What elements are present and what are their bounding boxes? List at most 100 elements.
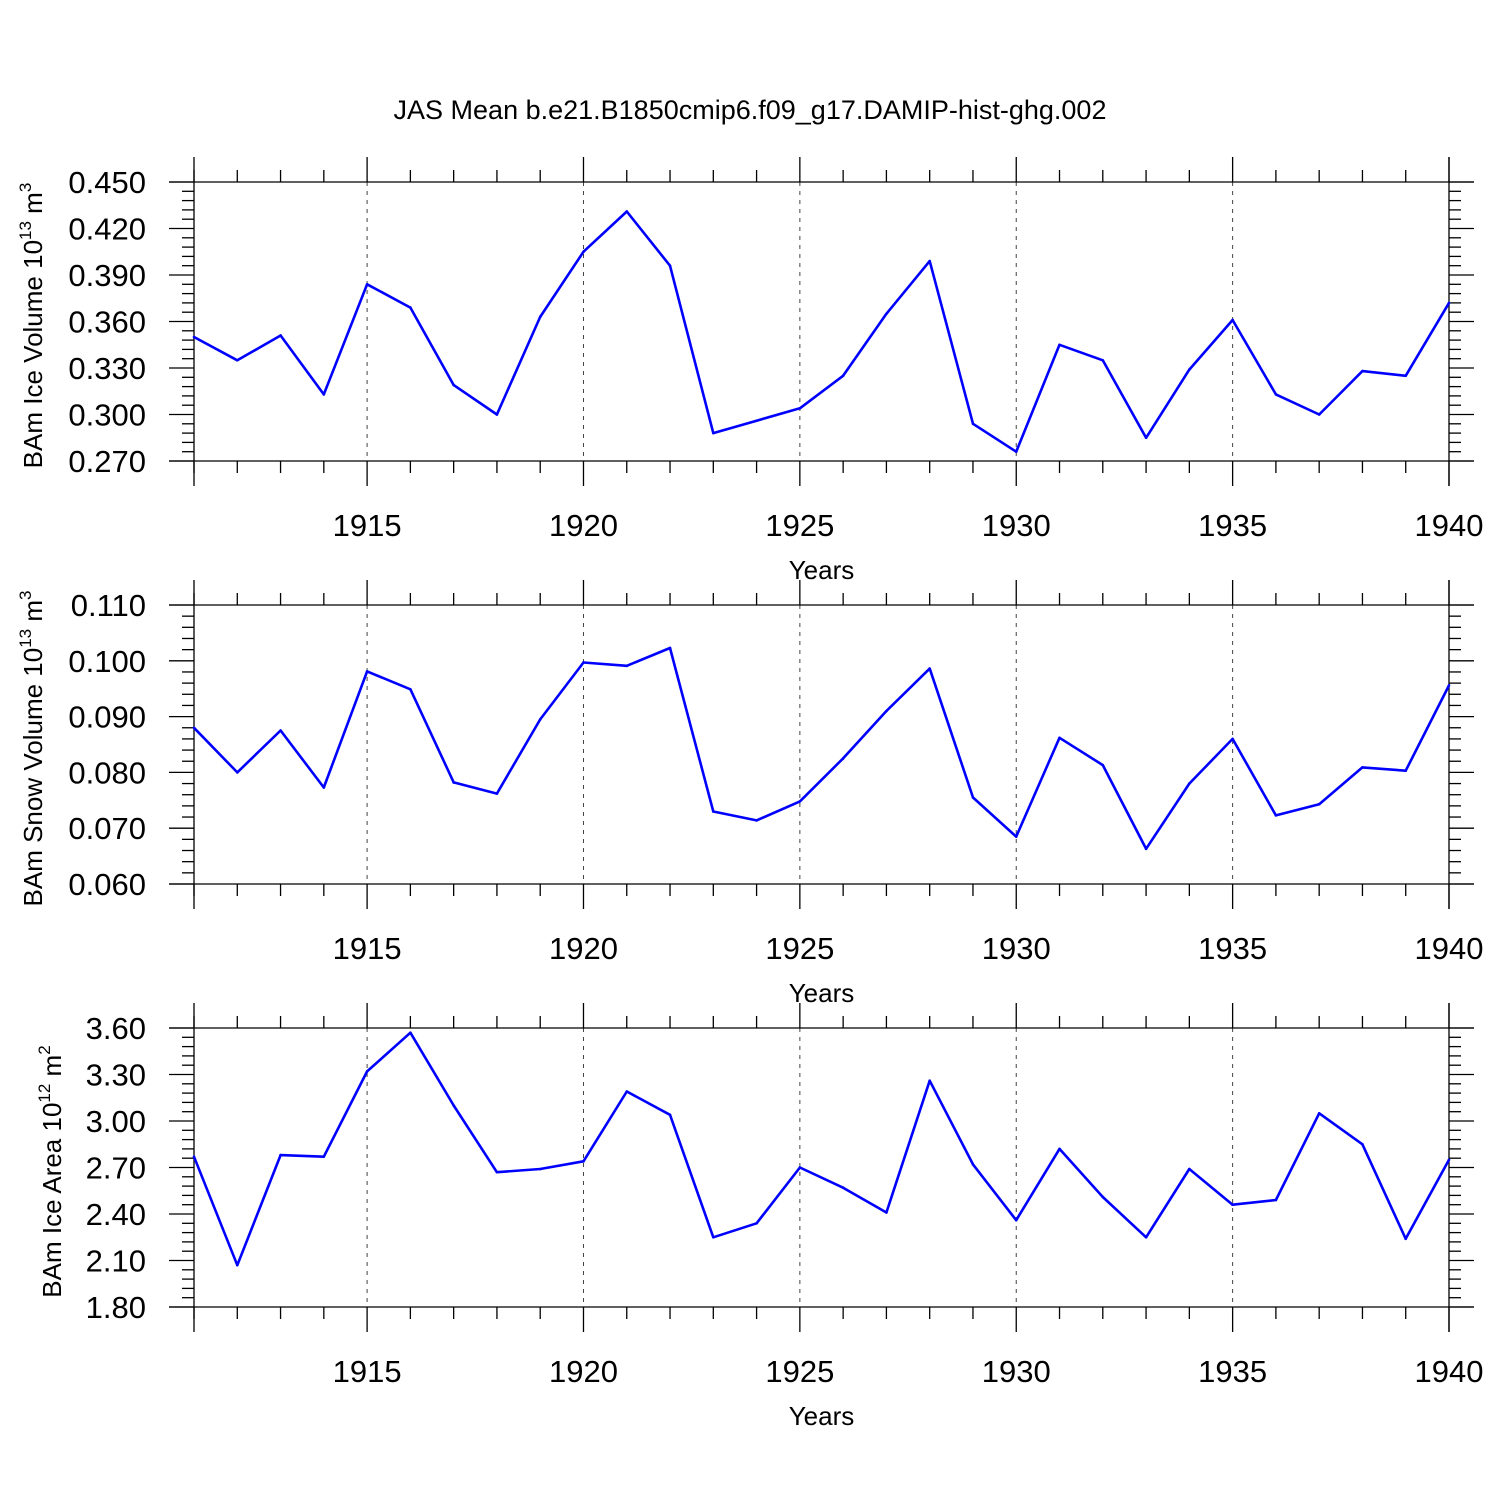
data-point [798, 1166, 802, 1169]
chart-panel-1: 1915 1920 1925 1930 1935 1940 0.270 0.300 0.330 0… [16, 157, 1483, 585]
y-tick-label: 0.270 [68, 444, 146, 479]
data-point [841, 757, 845, 760]
y-axis-label-unit-exponent: 3 [16, 591, 35, 600]
y-tick-label: 0.360 [68, 305, 146, 340]
data-point [192, 1155, 196, 1158]
data-point [538, 315, 542, 319]
x-tick-label: 1935 [1198, 931, 1267, 966]
y-tick-label: 0.080 [68, 755, 146, 790]
y-axis-label: BAm Snow Volume 1013 m3 [16, 591, 48, 907]
x-tick-label: 1940 [1415, 931, 1484, 966]
data-point [365, 283, 369, 286]
data-point [365, 670, 369, 673]
y-tick-label: 2.70 [86, 1151, 146, 1186]
y-tick-label: 0.300 [68, 398, 146, 433]
x-tick-label: 1935 [1198, 1354, 1267, 1389]
y-axis-label-text: BAm Snow Volume 10 [18, 648, 48, 907]
data-point [1361, 766, 1364, 769]
data-point [279, 729, 282, 732]
data-point [841, 1186, 845, 1189]
data-point [625, 210, 629, 213]
x-axis-label: Years [789, 555, 855, 585]
figure-title: JAS Mean b.e21.B1850cmip6.f09_g17.DAMIP-… [394, 95, 1107, 125]
chart-panel-2: 1915 1920 1925 1930 1935 1940 0.060 0.070 0.080 0… [16, 580, 1483, 1008]
data-point [755, 819, 758, 822]
y-axis-label-text: BAm Ice Area 10 [37, 1103, 67, 1298]
data-point [755, 419, 758, 423]
data-point [235, 771, 239, 774]
data-point [1014, 835, 1018, 838]
y-axis-label-unit: m [37, 1055, 67, 1084]
x-tick-label: 1940 [1415, 508, 1484, 543]
data-point [1101, 358, 1105, 362]
data-point [1404, 374, 1408, 378]
data-point [1144, 436, 1148, 440]
x-tick-label: 1925 [765, 931, 834, 966]
chart-panel-3: 1915 1920 1925 1930 1935 1940 1.80 2.10 2.40 2.70… [35, 1003, 1483, 1431]
data-point [538, 1167, 542, 1171]
data-point [582, 1160, 585, 1163]
data-line [193, 210, 1451, 454]
data-point [538, 718, 542, 721]
data-point [798, 800, 802, 803]
data-point [365, 1070, 369, 1073]
x-tick-label: 1915 [333, 1354, 402, 1389]
y-tick-label: 0.100 [68, 644, 146, 679]
y-tick-label: 0.090 [68, 700, 146, 735]
data-point [1317, 802, 1321, 806]
x-tick-label: 1920 [549, 1354, 618, 1389]
x-axis-label: Years [789, 978, 855, 1008]
data-point [1361, 1142, 1364, 1146]
data-point [885, 1211, 888, 1214]
y-axis-label-unit: m [18, 192, 48, 221]
data-point [668, 646, 672, 650]
data-point [1231, 1203, 1234, 1206]
data-point [192, 335, 196, 339]
y-tick-label: 2.40 [86, 1197, 146, 1232]
data-point [582, 661, 585, 664]
x-tick-label: 1915 [333, 931, 402, 966]
y-axis-label-exponent: 13 [16, 221, 35, 240]
y-tick-label: 3.60 [86, 1011, 146, 1046]
chart-panels: 1915 1920 1925 1930 1935 1940 0.270 0.300 0.330 0… [16, 157, 1483, 1431]
data-point [928, 667, 931, 670]
y-tick-label: 1.80 [86, 1290, 146, 1325]
data-point [1014, 450, 1018, 454]
x-tick-label: 1940 [1415, 1354, 1484, 1389]
data-point [279, 334, 282, 337]
y-axis-label-unit: m [18, 600, 48, 629]
y-tick-label: 0.070 [68, 811, 146, 846]
data-point [928, 1079, 931, 1082]
data-point [1447, 1158, 1451, 1162]
data-point [928, 259, 931, 263]
y-tick-label: 0.330 [68, 351, 146, 386]
data-point [1101, 763, 1105, 767]
data-point [971, 796, 975, 799]
data-point [495, 792, 499, 795]
data-line [192, 1031, 1451, 1267]
data-point [668, 1113, 672, 1117]
data-point [322, 1155, 326, 1158]
data-point [495, 1170, 499, 1174]
data-point [1058, 343, 1061, 347]
data-point [409, 687, 412, 691]
data-point [1188, 368, 1191, 371]
data-point [279, 1153, 282, 1157]
data-point [1404, 1237, 1408, 1241]
y-tick-label: 0.060 [68, 867, 146, 902]
data-point [1361, 369, 1364, 373]
y-axis-label: BAm Ice Volume 1013 m3 [16, 183, 48, 469]
data-point [452, 1104, 455, 1107]
data-point [798, 407, 802, 410]
y-axis-label-unit-exponent: 3 [16, 183, 35, 192]
data-point [1231, 737, 1234, 741]
y-tick-label: 3.30 [86, 1058, 146, 1093]
data-point [1058, 736, 1061, 740]
data-point [1101, 1195, 1105, 1199]
data-point [755, 1222, 758, 1225]
y-tick-label: 3.00 [86, 1104, 146, 1139]
data-point [322, 786, 326, 789]
data-point [409, 306, 412, 309]
data-point [1404, 769, 1408, 773]
